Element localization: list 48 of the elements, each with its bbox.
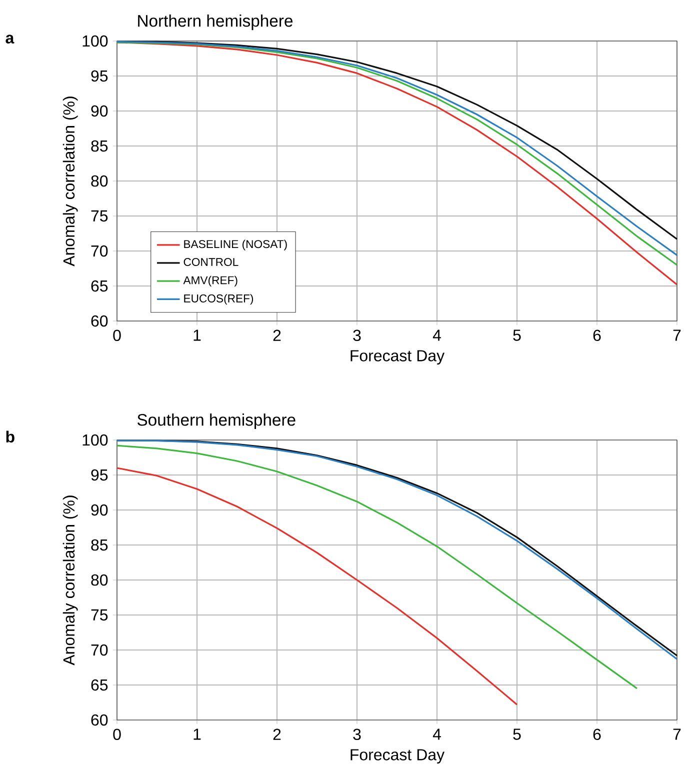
x-tick-label: 5 [513, 330, 521, 341]
legend-label: EUCOS(REF) [184, 294, 254, 305]
y-tick-label: 65 [91, 679, 108, 691]
x-tick-label: 3 [353, 728, 361, 740]
x-tick-label: 0 [113, 728, 121, 740]
x-tick-label: 7 [673, 728, 681, 740]
x-axis-title: Forecast Day [350, 749, 445, 764]
y-axis-title: Anomaly correlation (%) [62, 96, 78, 266]
text: b [6, 430, 14, 443]
line-series [116, 467, 518, 706]
x-tick-label: 5 [513, 728, 521, 740]
legend-label: AMV(REF) [183, 276, 238, 286]
legend-label: CONTROL [184, 258, 238, 266]
y-tick-label: 100 [82, 35, 108, 47]
y-axis-title: Anomaly correlation (%) [62, 496, 78, 666]
y-tick-label: 85 [91, 140, 108, 152]
x-axis-title: Forecast Day [350, 350, 445, 365]
y-tick-label: 60 [91, 714, 108, 726]
chart-title: Southern hemisphere [137, 414, 296, 430]
y-tick-label: 85 [91, 539, 108, 551]
y-tick-label: 75 [91, 609, 108, 621]
y-tick-label: 100 [82, 434, 108, 446]
y-tick-label: 90 [91, 504, 108, 516]
y-tick-label: 95 [91, 469, 108, 481]
x-tick-label: 2 [273, 728, 281, 740]
x-tick-label: 2 [273, 330, 281, 341]
y-tick-label: 70 [91, 245, 108, 257]
y-tick-label: 70 [91, 644, 108, 656]
x-tick-label: 1 [194, 728, 201, 740]
x-tick-label: 1 [194, 330, 201, 341]
x-tick-label: 7 [673, 330, 681, 341]
y-tick-label: 90 [91, 105, 108, 117]
x-tick-label: 6 [593, 728, 601, 740]
x-tick-label: 6 [593, 330, 601, 342]
y-tick-label: 65 [91, 280, 108, 292]
x-tick-label: 0 [113, 330, 121, 342]
y-tick-label: 80 [91, 574, 108, 586]
line-series [116, 444, 638, 690]
x-tick-label: 4 [432, 728, 441, 740]
x-tick-label: 3 [353, 330, 361, 342]
y-tick-label: 75 [91, 210, 108, 222]
y-tick-label: 95 [91, 70, 108, 82]
y-tick-label: 80 [91, 175, 108, 187]
legend-label: BASELINE (NOSAT) [184, 240, 287, 250]
text: a [6, 34, 14, 44]
x-tick-label: 4 [432, 330, 441, 341]
chart-title: Northern hemisphere [138, 14, 293, 30]
y-tick-label: 60 [91, 315, 108, 327]
